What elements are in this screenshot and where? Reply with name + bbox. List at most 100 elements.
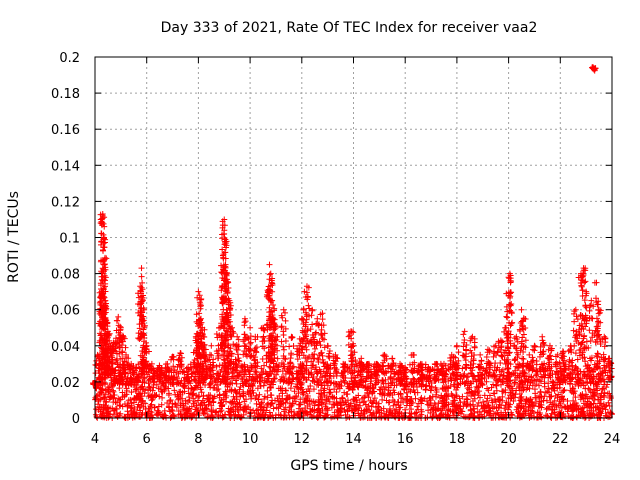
data-point bbox=[305, 302, 312, 309]
data-point bbox=[428, 383, 435, 390]
data-point bbox=[322, 403, 329, 410]
data-point bbox=[208, 402, 215, 409]
data-point bbox=[380, 352, 387, 359]
data-point bbox=[295, 405, 302, 412]
data-point bbox=[309, 306, 316, 313]
data-point bbox=[339, 395, 346, 402]
data-point bbox=[344, 408, 351, 415]
data-point bbox=[198, 389, 205, 396]
data-point bbox=[499, 378, 506, 385]
data-point bbox=[334, 414, 341, 421]
data-point bbox=[435, 406, 442, 413]
data-point bbox=[539, 333, 546, 340]
data-point bbox=[289, 395, 296, 402]
data-point bbox=[176, 388, 183, 395]
data-point bbox=[587, 337, 594, 344]
data-point bbox=[166, 404, 173, 411]
data-point bbox=[493, 382, 500, 389]
data-point bbox=[171, 387, 178, 394]
data-point bbox=[208, 342, 215, 349]
data-point bbox=[389, 355, 396, 362]
data-point bbox=[310, 386, 317, 393]
data-point bbox=[577, 368, 584, 375]
data-point bbox=[461, 328, 468, 335]
data-point bbox=[481, 392, 488, 399]
chart-title: Day 333 of 2021, Rate Of TEC Index for r… bbox=[161, 20, 538, 36]
data-point bbox=[368, 403, 375, 410]
data-point bbox=[175, 407, 182, 414]
data-point bbox=[235, 372, 242, 379]
data-point bbox=[130, 399, 137, 406]
data-point bbox=[216, 405, 223, 412]
data-point bbox=[213, 363, 220, 370]
data-point bbox=[398, 395, 405, 402]
data-point bbox=[406, 402, 413, 409]
data-point bbox=[138, 273, 145, 280]
data-point bbox=[389, 397, 396, 404]
data-point bbox=[172, 401, 179, 408]
data-point bbox=[261, 362, 268, 369]
data-point bbox=[307, 326, 314, 333]
data-point bbox=[366, 390, 373, 397]
data-point bbox=[558, 393, 565, 400]
data-point bbox=[148, 397, 155, 404]
data-point bbox=[282, 338, 289, 345]
data-point bbox=[312, 399, 319, 406]
data-point bbox=[477, 351, 484, 358]
data-point bbox=[280, 346, 287, 353]
data-point bbox=[164, 399, 171, 406]
data-point bbox=[331, 386, 338, 393]
data-point bbox=[201, 399, 208, 406]
data-point bbox=[309, 321, 316, 328]
data-point bbox=[260, 382, 267, 389]
data-point bbox=[190, 395, 197, 402]
data-point bbox=[252, 368, 259, 375]
data-point bbox=[403, 396, 410, 403]
data-point bbox=[123, 387, 130, 394]
data-point bbox=[522, 337, 529, 344]
data-point bbox=[98, 331, 105, 338]
data-point bbox=[98, 390, 105, 397]
data-point bbox=[288, 333, 295, 340]
data-point bbox=[278, 338, 285, 345]
data-point bbox=[571, 308, 578, 315]
data-point bbox=[437, 413, 444, 420]
data-point bbox=[246, 373, 253, 380]
data-point bbox=[273, 404, 280, 411]
data-point bbox=[261, 396, 268, 403]
data-point bbox=[307, 382, 314, 389]
data-point bbox=[279, 390, 286, 397]
data-points bbox=[90, 63, 615, 421]
data-point bbox=[517, 395, 524, 402]
data-point bbox=[599, 386, 606, 393]
data-point bbox=[385, 384, 392, 391]
data-point bbox=[336, 381, 343, 388]
data-point bbox=[155, 403, 162, 410]
data-point bbox=[237, 384, 244, 391]
data-point bbox=[403, 397, 410, 404]
data-point bbox=[268, 392, 275, 399]
data-point bbox=[247, 406, 254, 413]
data-point bbox=[328, 404, 335, 411]
data-point bbox=[237, 393, 244, 400]
data-point bbox=[247, 324, 254, 331]
data-point bbox=[467, 362, 474, 369]
data-point bbox=[390, 402, 397, 409]
data-point bbox=[514, 403, 521, 410]
data-point bbox=[579, 287, 586, 294]
data-point bbox=[324, 342, 331, 349]
data-point bbox=[397, 391, 404, 398]
data-point bbox=[548, 413, 555, 420]
data-point bbox=[334, 406, 341, 413]
data-point bbox=[601, 389, 608, 396]
data-point bbox=[586, 307, 593, 314]
data-point bbox=[604, 409, 611, 416]
data-point bbox=[264, 394, 271, 401]
data-point bbox=[264, 387, 271, 394]
data-point bbox=[532, 400, 539, 407]
data-point bbox=[537, 388, 544, 395]
data-point bbox=[450, 397, 457, 404]
data-point bbox=[515, 365, 522, 372]
data-point bbox=[196, 409, 203, 416]
data-point bbox=[501, 405, 508, 412]
